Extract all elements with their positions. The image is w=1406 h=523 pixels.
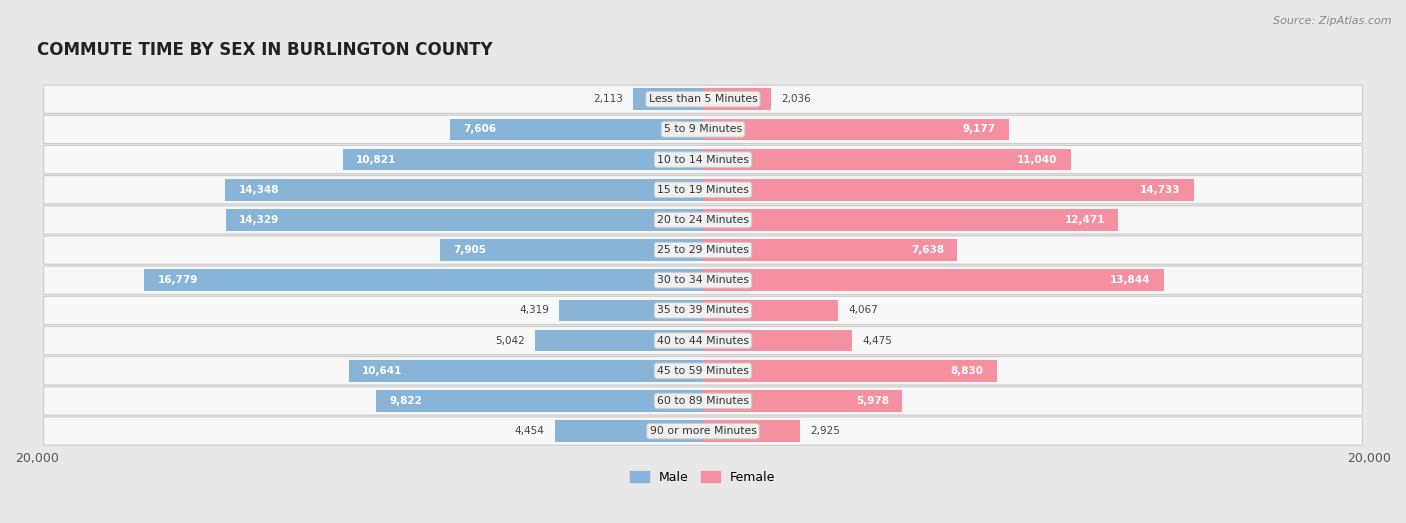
Bar [343, 149, 703, 170]
Text: COMMUTE TIME BY SEX IN BURLINGTON COUNTY: COMMUTE TIME BY SEX IN BURLINGTON COUNTY [37, 41, 492, 59]
Text: 2,036: 2,036 [780, 94, 810, 104]
Text: 45 to 59 Minutes: 45 to 59 Minutes [657, 366, 749, 376]
Text: 12,471: 12,471 [1064, 215, 1105, 225]
Text: 2,113: 2,113 [593, 94, 623, 104]
FancyBboxPatch shape [44, 357, 1362, 385]
Text: 90 or more Minutes: 90 or more Minutes [650, 426, 756, 436]
Text: 30 to 34 Minutes: 30 to 34 Minutes [657, 275, 749, 285]
Text: 9,177: 9,177 [962, 124, 995, 134]
Bar [349, 360, 703, 382]
Bar [703, 269, 1164, 291]
Text: Source: ZipAtlas.com: Source: ZipAtlas.com [1274, 16, 1392, 26]
Text: 14,348: 14,348 [239, 185, 278, 195]
Text: 35 to 39 Minutes: 35 to 39 Minutes [657, 305, 749, 315]
Text: 4,454: 4,454 [515, 426, 544, 436]
Bar [703, 239, 957, 261]
FancyBboxPatch shape [44, 266, 1362, 294]
Bar [560, 300, 703, 321]
Text: 5,978: 5,978 [856, 396, 889, 406]
Bar [450, 119, 703, 140]
Text: 4,067: 4,067 [848, 305, 879, 315]
Text: 2,925: 2,925 [810, 426, 841, 436]
Bar [703, 88, 770, 110]
Bar [145, 269, 703, 291]
Text: 60 to 89 Minutes: 60 to 89 Minutes [657, 396, 749, 406]
Text: 14,329: 14,329 [239, 215, 280, 225]
Bar [703, 390, 903, 412]
Text: 10,821: 10,821 [356, 155, 396, 165]
Text: 11,040: 11,040 [1017, 155, 1057, 165]
FancyBboxPatch shape [44, 417, 1362, 445]
Bar [703, 119, 1008, 140]
Legend: Male, Female: Male, Female [626, 466, 780, 489]
Bar [703, 329, 852, 351]
Text: 7,638: 7,638 [911, 245, 943, 255]
FancyBboxPatch shape [44, 326, 1362, 355]
Text: 13,844: 13,844 [1111, 275, 1150, 285]
Bar [703, 179, 1194, 201]
Text: 7,905: 7,905 [453, 245, 486, 255]
Text: 5,042: 5,042 [495, 336, 524, 346]
Text: 16,779: 16,779 [157, 275, 198, 285]
FancyBboxPatch shape [44, 206, 1362, 234]
Bar [440, 239, 703, 261]
Text: 25 to 29 Minutes: 25 to 29 Minutes [657, 245, 749, 255]
Text: 14,733: 14,733 [1140, 185, 1180, 195]
Bar [375, 390, 703, 412]
Bar [703, 149, 1070, 170]
Text: 20 to 24 Minutes: 20 to 24 Minutes [657, 215, 749, 225]
Bar [633, 88, 703, 110]
Text: Less than 5 Minutes: Less than 5 Minutes [648, 94, 758, 104]
Bar [703, 420, 800, 442]
Bar [225, 179, 703, 201]
Text: 7,606: 7,606 [463, 124, 496, 134]
Text: 4,319: 4,319 [519, 305, 550, 315]
Text: 40 to 44 Minutes: 40 to 44 Minutes [657, 336, 749, 346]
Text: 4,475: 4,475 [862, 336, 891, 346]
FancyBboxPatch shape [44, 85, 1362, 113]
Bar [703, 360, 997, 382]
Bar [536, 329, 703, 351]
FancyBboxPatch shape [44, 115, 1362, 143]
Text: 9,822: 9,822 [389, 396, 422, 406]
FancyBboxPatch shape [44, 176, 1362, 204]
FancyBboxPatch shape [44, 297, 1362, 325]
FancyBboxPatch shape [44, 236, 1362, 264]
Text: 8,830: 8,830 [950, 366, 984, 376]
Text: 5 to 9 Minutes: 5 to 9 Minutes [664, 124, 742, 134]
FancyBboxPatch shape [44, 145, 1362, 174]
FancyBboxPatch shape [44, 387, 1362, 415]
Text: 10 to 14 Minutes: 10 to 14 Minutes [657, 155, 749, 165]
Bar [226, 209, 703, 231]
Text: 10,641: 10,641 [361, 366, 402, 376]
Bar [555, 420, 703, 442]
Bar [703, 300, 838, 321]
Text: 15 to 19 Minutes: 15 to 19 Minutes [657, 185, 749, 195]
Bar [703, 209, 1118, 231]
